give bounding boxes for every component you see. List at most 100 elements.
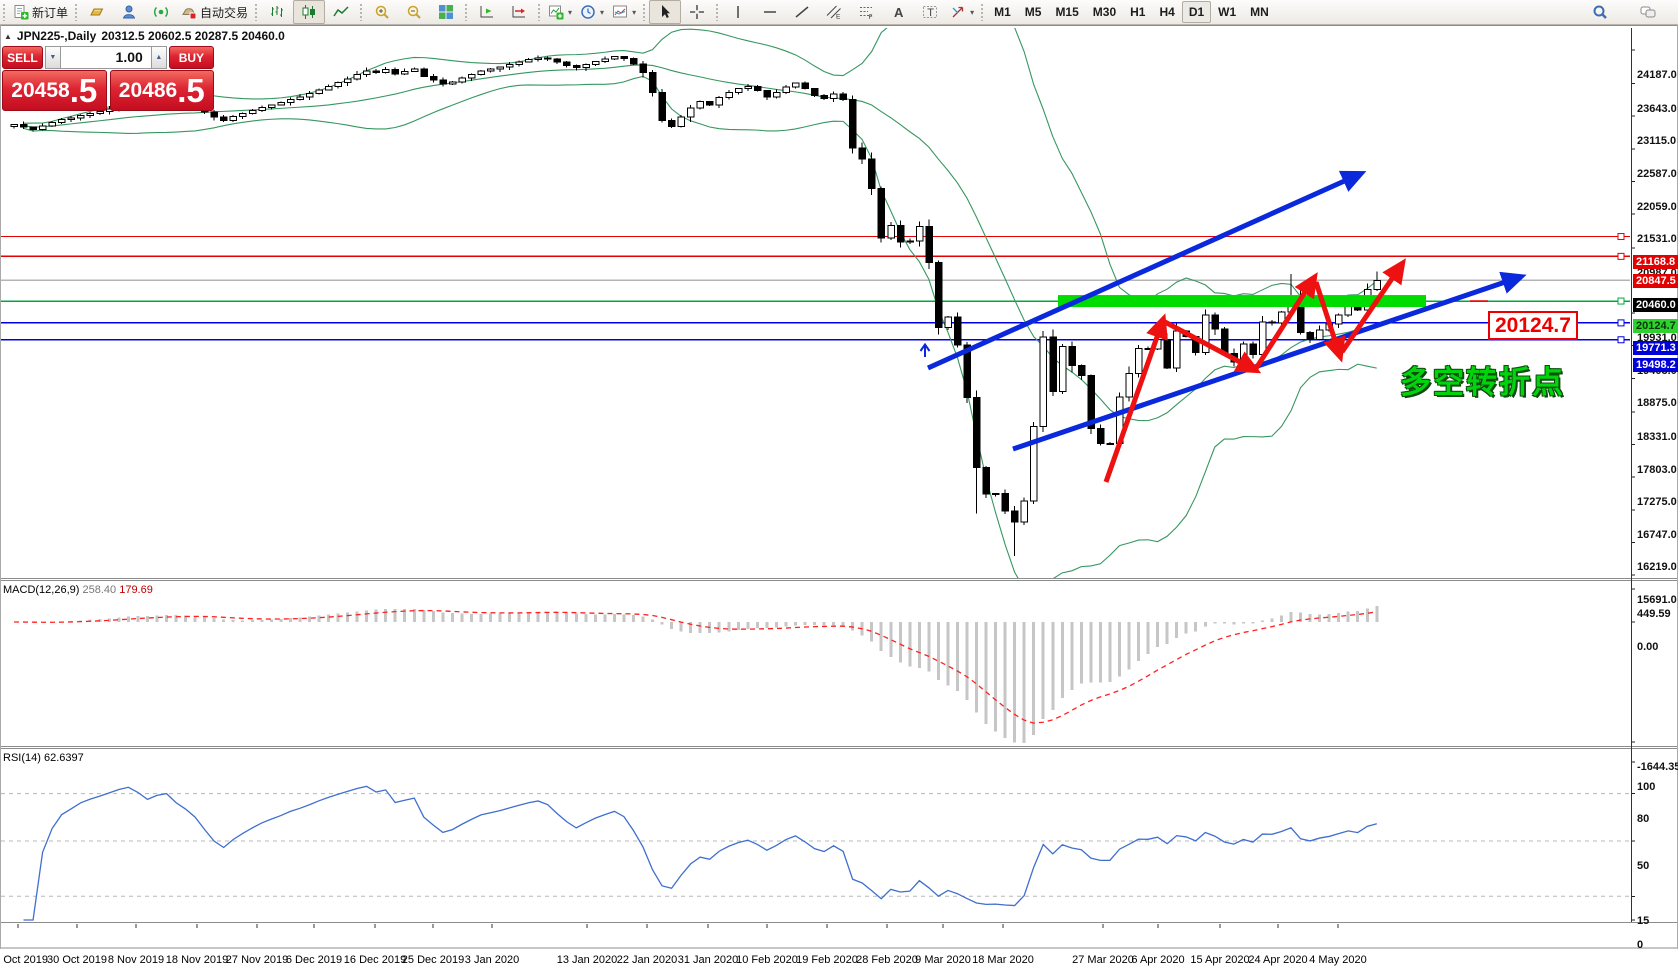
auto-scroll-button[interactable] [471, 0, 503, 24]
price-axis-tick: 23115.0 [1637, 135, 1677, 148]
timeframe-tf-m5-button[interactable]: M5 [1018, 1, 1049, 23]
price-axis-tick: 23643.0 [1637, 102, 1677, 115]
vertical-line-button[interactable] [722, 0, 754, 24]
autotrading-button[interactable]: 自动交易 [177, 0, 252, 24]
community-button[interactable] [113, 0, 145, 24]
search-icon [1593, 5, 1607, 19]
date-axis-label: 6 Dec 2019 [285, 954, 343, 966]
dropdown-caret-icon[interactable]: ▾ [632, 7, 637, 17]
price-level-label[interactable]: 19498.2 [1633, 357, 1678, 372]
timeframe-tf-d1-button[interactable]: D1 [1181, 1, 1212, 23]
volume-decrease-button[interactable]: ▼ [44, 46, 61, 69]
text-label-button[interactable]: T [914, 0, 946, 24]
indicators-icon [549, 5, 564, 20]
horizontal-line-button[interactable] [754, 0, 786, 24]
timeframe-tf-h1-button[interactable]: H1 [1123, 1, 1152, 23]
periods-button[interactable]: ▾ [576, 0, 608, 24]
svg-text:T: T [927, 7, 934, 19]
price-level-label[interactable]: 21168.8 [1633, 254, 1678, 269]
tf-m30-label: M30 [1092, 5, 1117, 19]
date-axis-label: 18 Mar 2020 [972, 954, 1034, 966]
gold-icon [90, 8, 104, 16]
text-t-icon: T [923, 6, 938, 19]
dropdown-caret-icon[interactable]: ▾ [600, 7, 605, 17]
broadcast-icon [154, 6, 168, 18]
date-axis-label: 22 Jan 2020 [616, 954, 678, 966]
tf-h1-label: H1 [1130, 5, 1146, 19]
search-button[interactable] [1584, 0, 1616, 24]
date-axis-label: 28 Feb 2020 [856, 954, 918, 966]
arrows-tool-button[interactable]: ▾ [946, 0, 978, 24]
chat-button[interactable] [1632, 0, 1664, 24]
bars-icon [271, 6, 284, 17]
date-axis-label: 19 Feb 2020 [796, 954, 858, 966]
price-level-label[interactable]: 20124.7 [1633, 319, 1678, 334]
chart-window: ▲ JPN225-,Daily 20312.5 20602.5 20287.5 … [0, 25, 1678, 966]
templates-button[interactable]: ▾ [608, 0, 640, 24]
vline-icon [737, 6, 739, 18]
market-button[interactable] [81, 0, 113, 24]
new-order-button[interactable]: 新订单 [9, 0, 72, 24]
line-chart-button[interactable] [325, 0, 357, 24]
zoom-out-icon [407, 5, 421, 19]
buy-price[interactable]: 20486.5 [109, 70, 214, 111]
toolbar-grip [74, 3, 79, 21]
price-callout-label[interactable]: 20124.7 [1488, 311, 1578, 340]
dropdown-caret-icon[interactable]: ▾ [568, 7, 573, 17]
tf-mn-label: MN [1250, 5, 1269, 19]
price-axis-tick: 16747.0 [1637, 528, 1677, 541]
zoom-in-button[interactable] [366, 0, 398, 24]
cursor-button[interactable] [649, 0, 682, 24]
date-axis-label: 27 Nov 2019 [225, 954, 289, 966]
volume-increase-button[interactable]: ▲ [150, 46, 167, 69]
autoscroll-icon [480, 6, 494, 18]
macd-axis-tick: -1644.35 [1637, 761, 1678, 774]
macd-axis-tick: 0.00 [1637, 641, 1659, 653]
fibonacci-button[interactable]: F [850, 0, 882, 24]
date-axis-label: 13 Jan 2020 [556, 954, 618, 966]
shapes-icon [952, 6, 964, 18]
tf-w1-label: W1 [1218, 5, 1237, 19]
chart-canvas[interactable] [0, 25, 1678, 949]
crosshair-button[interactable] [681, 0, 713, 24]
sell-price[interactable]: 20458.5 [2, 70, 107, 111]
timeframe-tf-m30-button[interactable]: M30 [1086, 1, 1123, 23]
buy-button[interactable]: BUY [168, 46, 214, 69]
collapse-panel-icon[interactable]: ▲ [4, 31, 12, 41]
date-axis-label: 10 Feb 2020 [736, 954, 798, 966]
timeframe-tf-m1-button[interactable]: M1 [987, 1, 1018, 23]
zoom-out-button[interactable] [398, 0, 430, 24]
dropdown-caret-icon[interactable]: ▾ [970, 7, 975, 17]
rsi-indicator-label: RSI(14) 62.6397 [3, 752, 84, 764]
bar-chart-button[interactable] [261, 0, 293, 24]
annotation-text[interactable]: 多空转折点 [1400, 365, 1565, 400]
timeframe-tf-m15-button[interactable]: M15 [1048, 1, 1085, 23]
indicators-button[interactable]: ▾ [544, 0, 576, 24]
price-level-label[interactable]: 20847.5 [1633, 274, 1678, 289]
timeframe-tf-w1-button[interactable]: W1 [1211, 1, 1243, 23]
toolbar-grip [715, 3, 720, 21]
tile-windows-button[interactable] [430, 0, 462, 24]
timeframe-tf-h4-button[interactable]: H4 [1152, 1, 1181, 23]
volume-input[interactable]: 1.00 [60, 46, 151, 69]
equidistant-channel-button[interactable]: E [818, 0, 850, 24]
text-button[interactable]: A [882, 0, 914, 24]
symbol-period-label: JPN225-,Daily [16, 29, 97, 43]
trendline-button[interactable] [786, 0, 818, 24]
price-level-label[interactable]: 19771.3 [1633, 340, 1678, 355]
toolbar-grip [537, 3, 542, 21]
date-axis-label: 31 Jan 2020 [677, 954, 739, 966]
signals-button[interactable] [145, 0, 177, 24]
new-order-label: 新订单 [32, 5, 69, 20]
date-axis-label: 15 Apr 2020 [1190, 954, 1250, 966]
sell-button[interactable]: SELL [2, 46, 43, 69]
trend-icon [795, 6, 809, 18]
toolbar-grip [642, 3, 647, 21]
date-axis-label: 30 Oct 2019 [47, 954, 107, 966]
price-axis-tick: 16219.0 [1637, 561, 1677, 574]
macd-axis-tick: 449.59 [1637, 608, 1671, 621]
chart-shift-button[interactable] [503, 0, 535, 24]
timeframe-tf-mn-button[interactable]: MN [1243, 1, 1276, 23]
price-level-label[interactable]: 20460.0 [1633, 298, 1678, 313]
candlestick-chart-button[interactable] [293, 0, 326, 24]
